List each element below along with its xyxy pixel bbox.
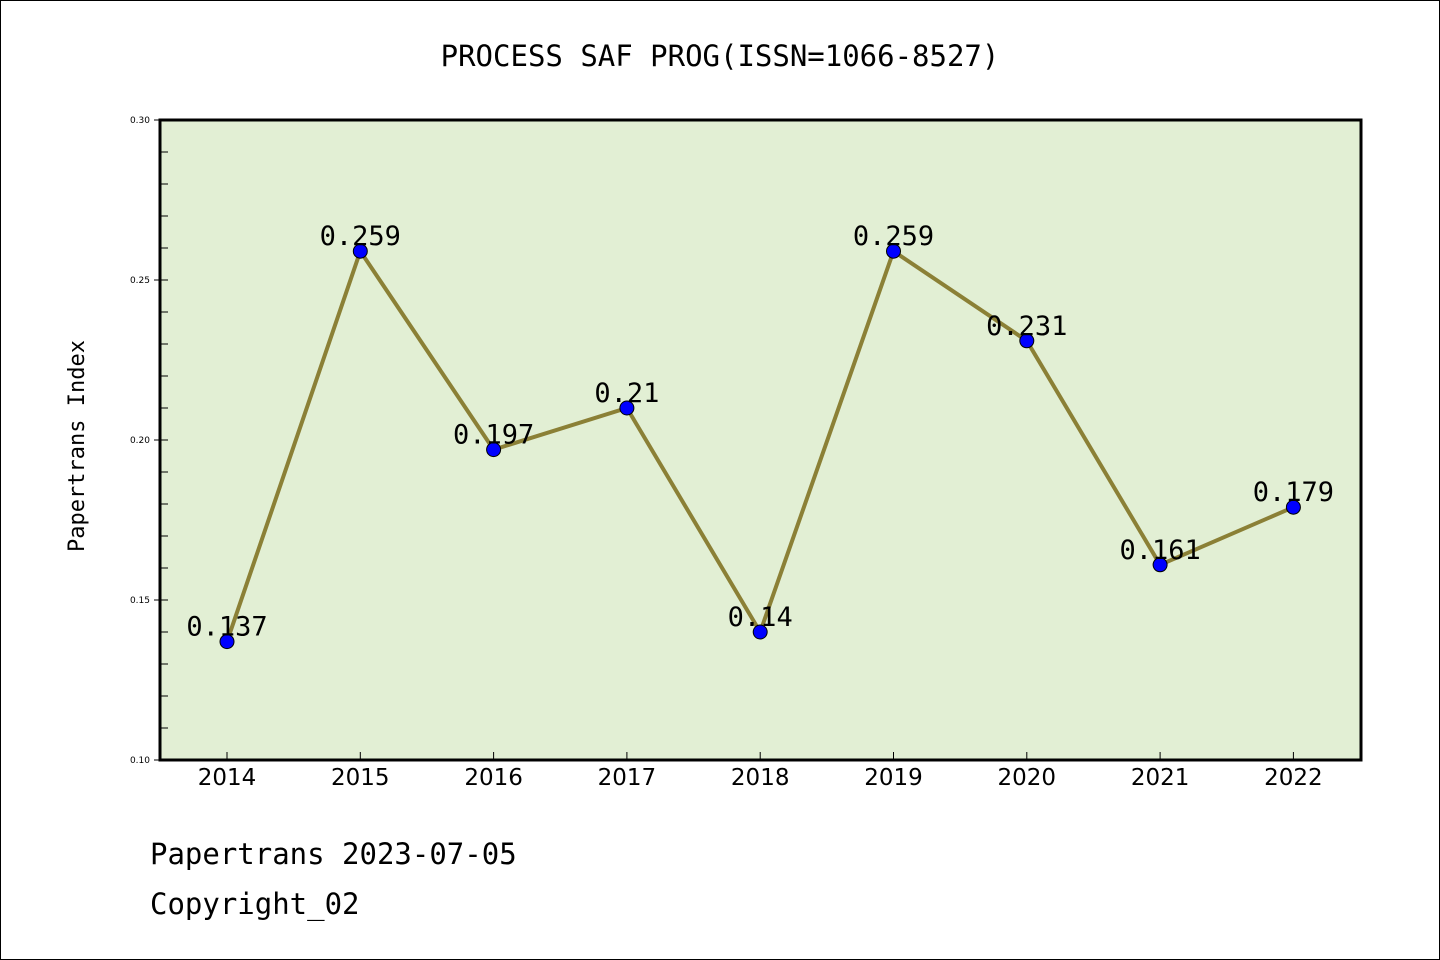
data-point [1285, 499, 1301, 515]
data-label: 0.161 [1119, 535, 1200, 566]
chart-title: PROCESS SAF PROG(ISSN=1066-8527) [441, 39, 1000, 73]
data-label: 0.179 [1253, 477, 1334, 508]
plot-background [160, 120, 1361, 760]
y-axis-ticks: 0.10 0.15 0.20 0.25 0.30 [130, 116, 160, 766]
data-label: 0.137 [186, 612, 267, 643]
y-tick-label: 0.30 [130, 116, 150, 126]
data-label: 0.259 [853, 221, 934, 252]
x-tick-label: 2016 [464, 765, 523, 791]
data-point [219, 634, 235, 650]
x-tick-label: 2018 [731, 765, 790, 791]
data-point [619, 400, 635, 416]
x-tick-label: 2022 [1264, 765, 1323, 791]
data-label: 0.21 [594, 378, 659, 409]
x-tick-label: 2020 [998, 765, 1057, 791]
data-point [1152, 557, 1168, 573]
y-axis-label: Papertrans Index [65, 340, 90, 552]
data-markers [219, 243, 1301, 650]
y-tick-label: 0.25 [130, 276, 150, 286]
data-point [886, 243, 901, 259]
footer-copyright: Copyright_02 [150, 887, 360, 922]
y-tick-label: 0.15 [130, 596, 150, 606]
x-tick-label: 2021 [1131, 765, 1190, 791]
x-axis-ticks: 2014 2015 2016 2017 2018 2019 2020 2021 2022 [198, 752, 1323, 791]
data-label: 0.259 [320, 221, 401, 252]
y-tick-label: 0.20 [130, 436, 150, 446]
data-point [752, 624, 768, 640]
x-tick-label: 2015 [331, 765, 390, 791]
data-point [352, 243, 368, 259]
data-point [486, 442, 502, 458]
y-tick-label: 0.10 [130, 756, 150, 766]
data-label: 0.197 [453, 420, 534, 451]
x-tick-label: 2017 [598, 765, 657, 791]
data-label: 0.14 [728, 602, 793, 633]
footer-date: Papertrans 2023-07-05 [150, 837, 517, 871]
x-tick-label: 2019 [864, 765, 923, 791]
data-label: 0.231 [986, 311, 1067, 342]
plot-border [158, 118, 1363, 762]
x-tick-label: 2014 [198, 765, 257, 791]
data-labels: 0.137 0.259 0.197 0.21 0.14 0.259 0.231 0.161 0.… [186, 221, 1334, 642]
data-point [1019, 333, 1035, 349]
